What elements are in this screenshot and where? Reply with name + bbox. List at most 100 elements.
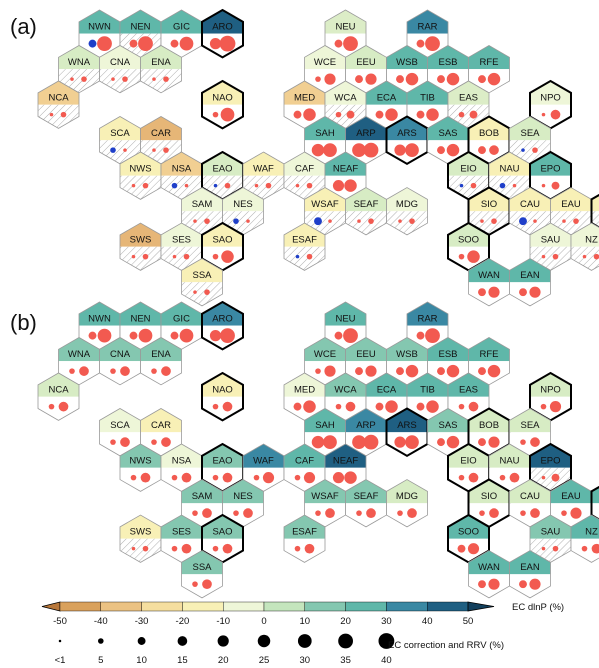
rrv-dot: [138, 328, 153, 343]
ec-correction-dot: [458, 403, 465, 410]
hex-upper: [448, 373, 489, 397]
rrv-dot: [142, 545, 149, 552]
colorbar-segment: [386, 601, 428, 612]
ec-correction-dot: [254, 183, 259, 188]
hex-lower: [448, 396, 489, 421]
ec-correction-dot: [499, 182, 506, 189]
hex-upper: [427, 116, 469, 141]
region-label: NZ: [585, 527, 598, 538]
colorbar-segment: [59, 601, 101, 612]
hex-upper: [386, 408, 428, 433]
rrv-dot: [425, 36, 440, 52]
ec-correction-dot: [458, 474, 465, 481]
ec-correction-dot: [479, 510, 485, 516]
region-hex-rfe: RFE: [468, 337, 510, 386]
region-label: CAF: [295, 456, 314, 467]
region-label: RFE: [480, 349, 499, 360]
hex-outline: [570, 514, 599, 563]
ec-correction-dot: [70, 77, 74, 81]
rrv-dot: [97, 36, 112, 52]
hex-outline: [37, 80, 80, 129]
size-legend-dot: [98, 638, 104, 644]
region-hex-sws: SWS: [119, 514, 162, 563]
rrv-dot: [385, 108, 398, 121]
hex-outline: [386, 479, 428, 528]
region-label: SWS: [130, 527, 152, 538]
rrv-dot: [425, 328, 440, 344]
size-legend-dot: [297, 634, 312, 648]
region-hex-med: MED: [283, 80, 326, 129]
rrv-dot: [363, 434, 379, 450]
hex-hatch: [99, 69, 141, 93]
colorbar-tick-label: 40: [422, 616, 433, 627]
hex-upper: [304, 408, 346, 433]
ec-correction-dot: [416, 39, 425, 48]
ec-correction-dot: [520, 439, 526, 445]
region-hex-nz: NZ: [570, 514, 599, 563]
region-label: SIO: [481, 199, 497, 210]
ec-correction-dot: [335, 403, 342, 410]
region-hex-tib: TIB: [406, 372, 449, 421]
region-label: EAN: [520, 270, 540, 281]
hex-outline: [201, 300, 244, 351]
hex-upper: [407, 10, 448, 34]
ec-correction-dot: [315, 76, 321, 82]
region-hex-sws: SWS: [119, 222, 162, 271]
hex-upper: [140, 116, 182, 141]
hex-upper: [571, 223, 599, 247]
ec-correction-dot: [437, 438, 445, 447]
region-label: SAO: [212, 235, 232, 246]
hex-upper: [448, 223, 489, 247]
region-hex-nao: NAO: [201, 371, 244, 422]
hex-lower: [202, 396, 243, 421]
region-label: CNA: [110, 349, 131, 360]
ec-correction-dot: [212, 403, 219, 410]
size-legend-dot: [338, 633, 353, 649]
hex-upper: [407, 302, 448, 326]
colorbar-tick-label: 0: [261, 616, 266, 627]
hex-lower: [38, 396, 79, 421]
ec-correction-dot: [520, 510, 526, 516]
rrv-dot: [97, 328, 112, 343]
ec-correction-dot: [131, 254, 136, 259]
ec-correction-dot: [519, 217, 527, 226]
rrv-dot: [183, 253, 190, 260]
rrv-dot: [446, 435, 460, 449]
region-hex-sam: SAM: [181, 479, 223, 528]
rrv-dot: [58, 401, 69, 412]
hex-hatch: [304, 211, 346, 235]
hex-hatch: [345, 211, 387, 235]
ec-correction-dot: [416, 331, 425, 340]
rrv-dot: [426, 400, 439, 413]
rrv-dot: [122, 76, 128, 82]
region-label: WNA: [68, 349, 91, 360]
rrv-dot: [343, 36, 358, 52]
region-label: BOB: [479, 420, 499, 431]
hex-lower: [181, 574, 223, 598]
ec-correction-dot: [458, 253, 465, 260]
size-legend-label: 5: [98, 655, 103, 666]
rrv-dot: [366, 508, 376, 518]
size-legend-label: 35: [340, 655, 351, 666]
region-label: SES: [172, 235, 191, 246]
rrv-dot: [163, 147, 169, 153]
hex-upper: [120, 10, 161, 34]
ec-correction-dot: [355, 367, 363, 376]
ec-correction-dot: [541, 254, 546, 259]
rrv-dot: [552, 545, 559, 552]
ec-correction-dot: [541, 475, 546, 480]
ec-correction-dot: [355, 75, 363, 84]
rrv-dot: [219, 35, 236, 52]
hex-outline: [590, 193, 599, 229]
hex-upper: [386, 116, 428, 141]
region-hex-cau: CAU: [509, 187, 551, 236]
region-hex-nz: NZ: [570, 222, 599, 271]
region-hex-wca: WCA: [324, 80, 367, 129]
ec-correction-dot: [394, 144, 406, 156]
region-label: NCA: [48, 93, 69, 104]
colorbar-tick-label: 30: [381, 616, 392, 627]
hex-upper: [530, 373, 571, 397]
rrv-dot: [345, 401, 356, 412]
ec-correction-dot: [151, 368, 157, 374]
ec-correction-dot: [212, 545, 219, 552]
